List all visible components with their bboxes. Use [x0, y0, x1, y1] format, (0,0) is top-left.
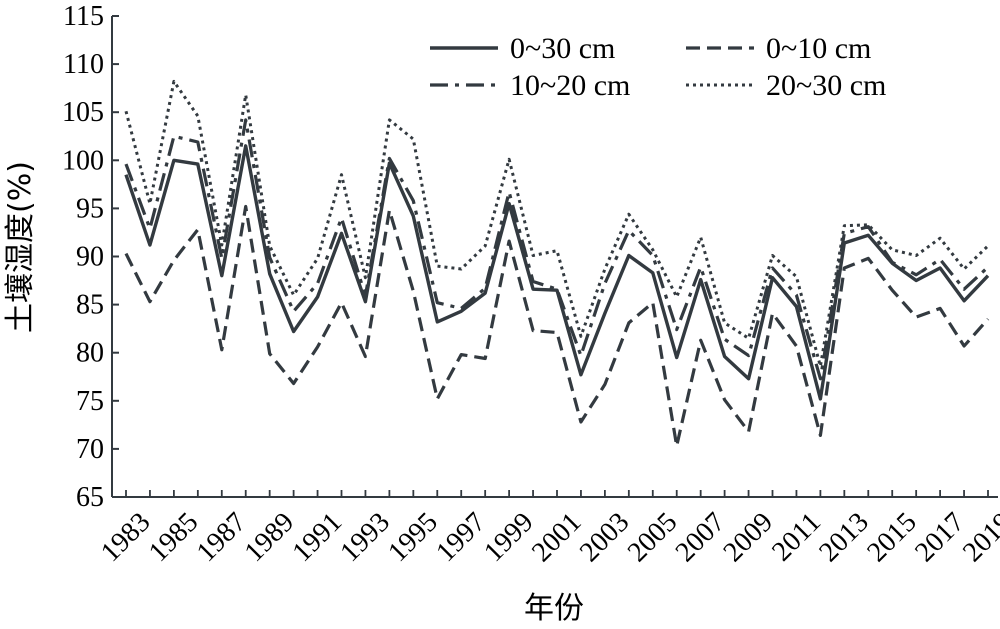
legend-label: 10~20 cm	[510, 69, 630, 102]
x-tick-label: 1987	[191, 507, 253, 569]
x-tick-label: 1985	[143, 507, 205, 569]
series-line-20-30-cm	[124, 79, 990, 368]
legend-label: 0~10 cm	[766, 32, 871, 65]
x-tick-label: 1983	[95, 507, 157, 569]
x-tick-label: 1993	[334, 507, 396, 569]
y-axis-title: 土壤湿度(%)	[3, 161, 38, 333]
series-line-0-10-cm	[124, 204, 990, 448]
x-tick-label: 1989	[239, 507, 301, 569]
series-layer	[124, 79, 990, 448]
x-tick-label: 2015	[861, 507, 923, 569]
y-tick-label: 110	[63, 49, 104, 80]
y-tick-label: 65	[76, 482, 104, 513]
y-tick-label: 70	[76, 434, 104, 465]
x-tick-label: 2001	[526, 507, 588, 569]
x-tick-label: 2009	[718, 507, 780, 569]
x-tick-label: 2019	[957, 507, 1000, 569]
y-tick-label: 85	[76, 290, 104, 321]
x-tick-label: 2005	[622, 507, 684, 569]
series-line-0-30-cm	[124, 144, 990, 401]
legend-label: 0~30 cm	[510, 32, 615, 65]
y-tick-label: 80	[76, 338, 104, 369]
y-tick-label: 75	[76, 386, 104, 417]
x-tick-label: 1999	[478, 507, 540, 569]
y-tick-label: 100	[62, 145, 104, 176]
y-tick-label: 95	[76, 193, 104, 224]
x-tick-label: 2017	[909, 507, 971, 569]
x-tick-label: 1995	[382, 507, 444, 569]
x-tick-label: 2013	[813, 507, 875, 569]
x-tick-label: 2011	[766, 507, 827, 568]
y-tick-label: 90	[76, 242, 104, 273]
y-tick-label: 105	[62, 97, 104, 128]
x-tick-label: 1991	[287, 507, 349, 569]
legend-label: 20~30 cm	[766, 69, 886, 102]
x-tick-label: 2007	[670, 507, 732, 569]
y-axis-ticks: 65 70 75 80 85 90 95 100 105 110 115	[62, 1, 119, 513]
x-axis-ticks: 1983198519871989199119931995199719992001…	[95, 490, 1000, 568]
y-tick-label: 115	[63, 1, 104, 32]
x-tick-label: 2003	[574, 507, 636, 569]
legend: 0~30 cm 0~10 cm 10~20 cm 20~30 cm	[430, 32, 886, 102]
x-tick-label: 1997	[430, 507, 492, 569]
x-axis-title: 年份	[524, 591, 584, 626]
series-line-10-20-cm	[124, 118, 990, 381]
